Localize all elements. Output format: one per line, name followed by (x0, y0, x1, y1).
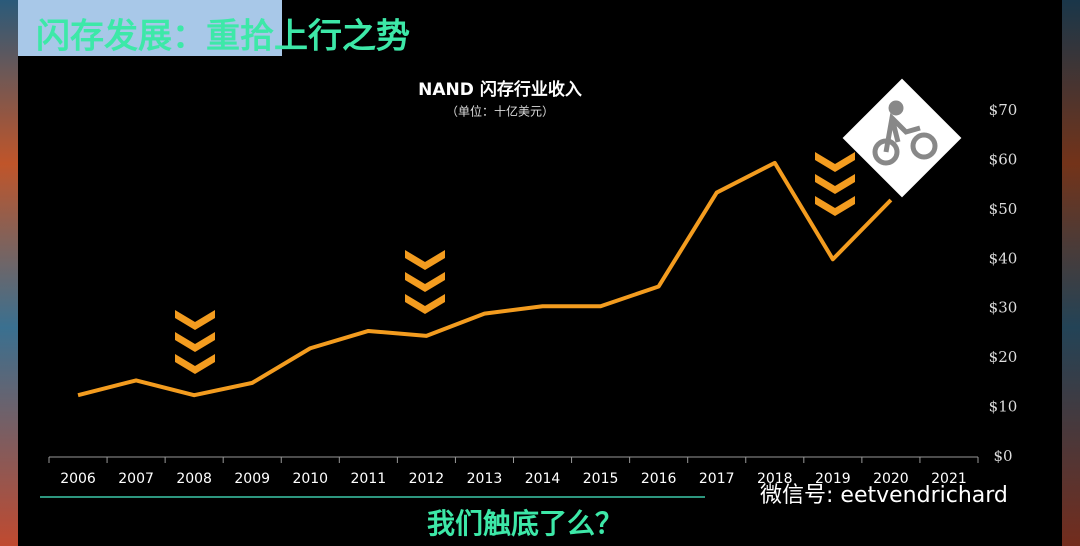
x-tick-label: 2010 (292, 471, 328, 487)
chart-title: NAND 闪存行业收入 (418, 79, 582, 100)
y-tick-label: $10 (989, 398, 1018, 416)
watermark: 微信号: eetvendrichard (760, 483, 1008, 508)
y-tick-label: $60 (989, 150, 1018, 168)
x-tick-label: 2015 (583, 471, 619, 487)
y-tick-label: $20 (989, 348, 1018, 366)
x-tick-label: 2012 (409, 471, 445, 487)
x-tick-label: 2021 (931, 471, 967, 487)
title-band (18, 0, 282, 56)
chart-subtitle: （单位：十亿美元） (446, 104, 554, 119)
x-tick-label: 2007 (118, 471, 154, 487)
x-tick-label: 2006 (60, 471, 96, 487)
series-line (77, 160, 893, 398)
x-tick-label: 2016 (641, 471, 677, 487)
question: 我们触底了么？ (427, 507, 623, 540)
decor-strip (1062, 0, 1080, 546)
decor-strip (0, 0, 18, 546)
x-tick-label: 2014 (525, 471, 561, 487)
x-tick-label: 2013 (467, 471, 503, 487)
y-tick-label: $50 (989, 200, 1018, 218)
x-tick-label: 2009 (234, 471, 270, 487)
x-tick-label: 2018 (757, 471, 793, 487)
x-tick-label: 2008 (176, 471, 212, 487)
x-tick-label: 2019 (815, 471, 851, 487)
slide-title: 闪存发展：重拾上行之势 (36, 17, 410, 57)
x-tick-label: 2011 (351, 471, 387, 487)
y-tick-label: $70 (989, 101, 1018, 119)
y-tick-label: $0 (993, 447, 1012, 465)
y-tick-label: $30 (989, 299, 1018, 317)
y-tick-label: $40 (989, 249, 1018, 267)
x-tick-label: 2017 (699, 471, 735, 487)
x-tick-label: 2020 (873, 471, 909, 487)
